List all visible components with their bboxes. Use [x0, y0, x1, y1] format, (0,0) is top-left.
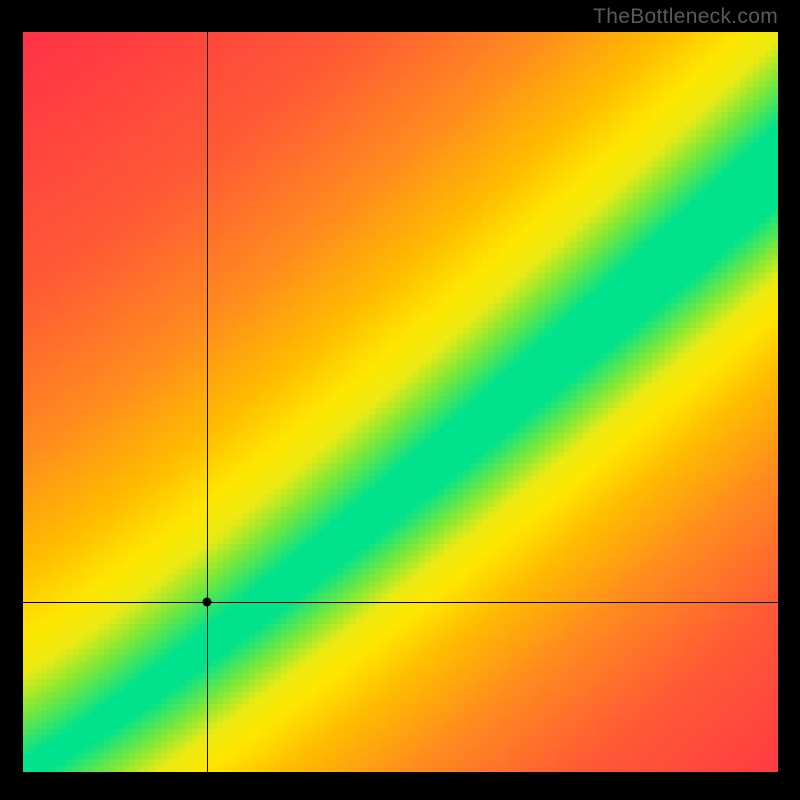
- watermark-text: TheBottleneck.com: [593, 5, 778, 29]
- crosshair-horizontal: [22, 602, 778, 603]
- heatmap-canvas: [22, 32, 778, 772]
- plot-area: [22, 32, 778, 772]
- crosshair-vertical: [207, 32, 208, 772]
- axis-left: [21, 32, 23, 774]
- frame: TheBottleneck.com: [0, 0, 800, 800]
- marker-dot: [203, 597, 212, 606]
- axis-bottom: [22, 772, 778, 774]
